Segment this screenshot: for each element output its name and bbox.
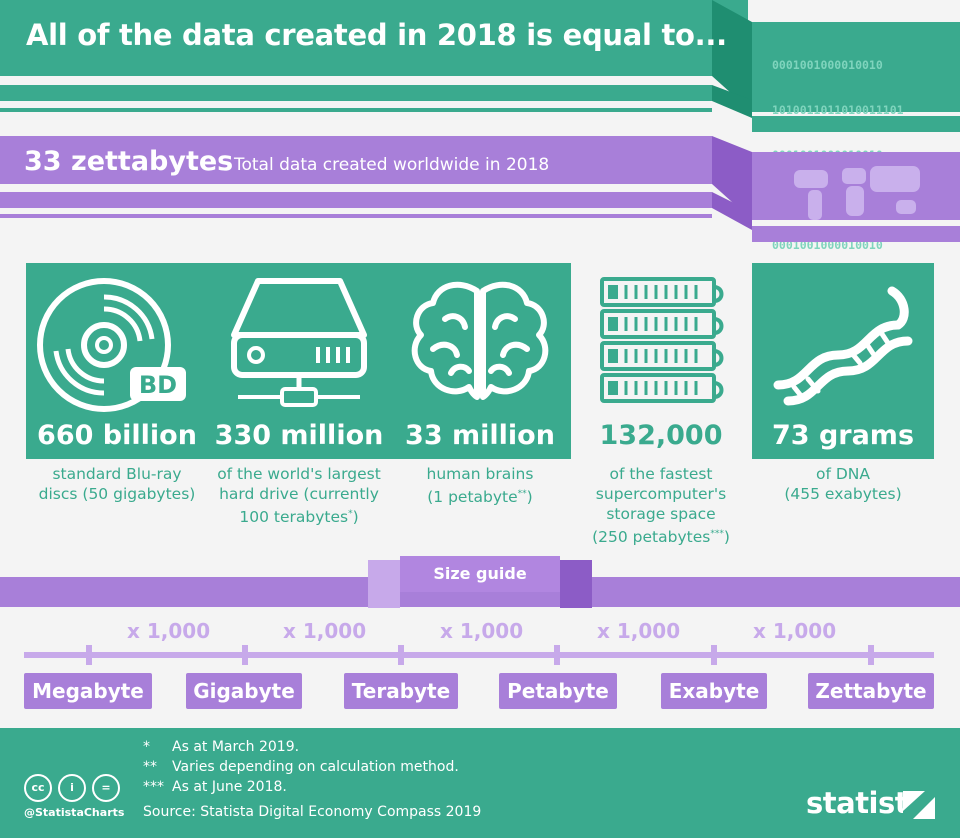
- size-guide-fold-right: [560, 560, 592, 608]
- header-stripe-thin: [0, 108, 712, 112]
- footer: [0, 728, 960, 838]
- scale-tick: [711, 645, 717, 665]
- page-title: All of the data created in 2018 is equal…: [26, 18, 727, 52]
- card-value: 132,000: [599, 420, 723, 451]
- bluray-logo-text: BD: [139, 371, 177, 399]
- total-description: Total data created worldwide in 2018: [234, 155, 550, 175]
- footnote: *** As at June 2018.: [143, 779, 287, 795]
- scale-line: [24, 652, 934, 658]
- dna-icon: [773, 286, 913, 406]
- scale-tick: [554, 645, 560, 665]
- source-note: Source: Statista Digital Economy Compass…: [143, 804, 482, 820]
- unit-terabyte: Terabyte: [344, 673, 458, 709]
- no-derivatives-icon[interactable]: =: [92, 774, 120, 802]
- brain-icon: [411, 281, 549, 400]
- card-bluray: BD 660 billion: [26, 263, 208, 459]
- statista-logo-icon: [903, 791, 935, 819]
- hard-drive-icon: [231, 278, 367, 407]
- footnote: * As at March 2019.: [143, 739, 300, 755]
- unit-petabyte: Petabyte: [499, 673, 617, 709]
- attribution-icon[interactable]: i: [58, 774, 86, 802]
- card-description: of the world's largest hard drive (curre…: [217, 465, 381, 527]
- card-description: human brains (1 petabyte**): [426, 465, 534, 507]
- multiplier-label: x 1,000: [440, 619, 524, 643]
- card-brain: 33 million: [389, 263, 571, 459]
- card-description: of the fastest supercomputer's storage s…: [592, 465, 730, 547]
- scale-tick: [242, 645, 248, 665]
- supercomputer-icon: [600, 277, 724, 403]
- world-map-icon: [794, 166, 920, 220]
- header-fold: [712, 0, 960, 132]
- total-band: [0, 136, 712, 184]
- multiplier-label: x 1,000: [283, 619, 367, 643]
- creative-commons-icon[interactable]: cc: [24, 774, 52, 802]
- card-value: 660 billion: [37, 420, 197, 451]
- scale-tick: [398, 645, 404, 665]
- unit-megabyte: Megabyte: [24, 673, 152, 709]
- unit-zettabyte: Zettabyte: [808, 673, 934, 709]
- total-value: 33 zettabytes: [24, 146, 234, 177]
- multiplier-label: x 1,000: [127, 619, 211, 643]
- header-stripe: [0, 85, 712, 101]
- card-value: 330 million: [214, 420, 384, 451]
- card-hard-drive: 330 million: [208, 263, 390, 459]
- size-guide-fold-left: [368, 560, 400, 608]
- unit-gigabyte: Gigabyte: [186, 673, 302, 709]
- multiplier-label: x 1,000: [753, 619, 837, 643]
- scale-tick: [86, 645, 92, 665]
- card-value: 73 grams: [771, 420, 915, 451]
- footnote: ** Varies depending on calculation method…: [143, 759, 459, 775]
- card-value: 33 million: [405, 420, 555, 451]
- multiplier-label: x 1,000: [597, 619, 681, 643]
- card-description: of DNA (455 exabytes): [784, 465, 902, 503]
- unit-exabyte: Exabyte: [661, 673, 767, 709]
- twitter-handle[interactable]: @StatistaCharts: [24, 806, 125, 819]
- card-description: standard Blu-ray discs (50 gigabytes): [38, 465, 196, 503]
- size-guide-title: Size guide: [400, 556, 560, 592]
- header-band: [0, 0, 712, 76]
- bluray-disc-icon: BD: [37, 278, 186, 412]
- scale-tick: [868, 645, 874, 665]
- card-dna: 73 grams: [752, 263, 934, 459]
- total-stripe-thin: [0, 214, 712, 218]
- total-stripe: [0, 192, 712, 208]
